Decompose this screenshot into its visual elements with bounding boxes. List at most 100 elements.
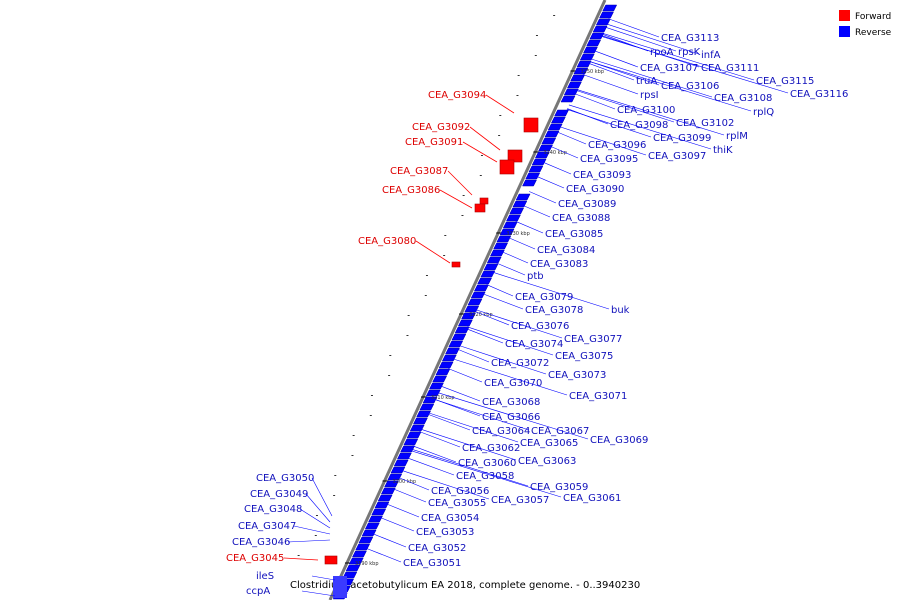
reverse-gene [461, 312, 476, 320]
strand-tick [388, 375, 391, 376]
reverse-gene [567, 81, 582, 89]
forward-gene [523, 117, 539, 133]
strand-tick [333, 495, 336, 496]
reverse-gene-label: CEA_G3057 [491, 495, 549, 506]
reverse-gene-label: CEA_G3072 [491, 358, 549, 369]
leader-line [492, 271, 610, 310]
reverse-gene [361, 529, 377, 537]
reverse-gene-label: CEA_G3064 [472, 426, 530, 437]
reverse-gene-label: CEA_G3078 [525, 305, 583, 316]
strand-tick [498, 135, 501, 136]
leader-line [433, 398, 530, 431]
reverse-gene [506, 214, 521, 222]
leader-line [412, 445, 457, 463]
reverse-gene-label: CEA_G3075 [555, 351, 613, 362]
leader-line [437, 392, 589, 440]
forward-gene [479, 197, 489, 205]
legend-forward-swatch [839, 10, 850, 21]
reverse-gene-label: CEA_G3049 [250, 489, 308, 500]
reverse-gene [470, 291, 486, 299]
reverse-gene [409, 424, 425, 432]
leader-line [600, 35, 789, 94]
reverse-gene-label: truA [636, 76, 657, 87]
leader-line [588, 60, 660, 86]
reverse-gene [496, 235, 512, 243]
leader-line [469, 126, 501, 151]
reverse-gene [358, 536, 374, 544]
leader-line [501, 251, 529, 264]
strand-tick [516, 95, 519, 96]
reverse-gene-label: CEA_G3113 [661, 33, 719, 44]
leader-line [575, 89, 675, 123]
forward-gene [474, 203, 486, 213]
reverse-gene-label: rpsI [640, 90, 659, 101]
reverse-gene [445, 347, 460, 355]
reverse-gene [406, 431, 422, 439]
reverse-gene [570, 74, 586, 82]
forward-gene-label: CEA_G3087 [390, 166, 448, 177]
reverse-gene [560, 95, 576, 103]
forward-gene-label: CEA_G3086 [382, 185, 440, 196]
reverse-gene [599, 11, 614, 19]
reverse-gene [515, 193, 531, 201]
reverse-gene-label: CEA_G3106 [661, 81, 719, 92]
reverse-gene-label: CEA_G3065 [520, 438, 578, 449]
reverse-gene-label: infA [701, 50, 721, 61]
reverse-gene-label: CEA_G3107 [640, 63, 698, 74]
strand-tick [389, 355, 392, 356]
legend-reverse-label: Reverse [855, 28, 892, 38]
leader-line [515, 221, 544, 234]
reverse-gene-label: CEA_G3070 [484, 378, 542, 389]
reverse-gene [435, 368, 451, 376]
strand-tick [370, 395, 373, 396]
reverse-gene-label: CEA_G3098 [610, 120, 668, 131]
forward-gene-label: CEA_G3091 [405, 137, 463, 148]
scale-label: 3210 kbp [431, 395, 455, 401]
reverse-gene-label: CEA_G3073 [548, 370, 606, 381]
leader-line [496, 262, 526, 276]
strand-tick [406, 335, 409, 336]
reverse-gene [534, 151, 550, 159]
reverse-gene [473, 284, 489, 292]
leader-line [448, 368, 483, 383]
leader-line [542, 161, 572, 175]
scale-label: 3220 kbp [469, 312, 493, 318]
forward-gene-label: CEA_G3094 [428, 90, 486, 101]
reverse-gene-label: rplM [726, 131, 748, 142]
reverse-gene [390, 466, 406, 474]
reverse-gene-label: CEA_G3089 [558, 199, 616, 210]
reverse-gene-label: thiK [713, 145, 733, 156]
reverse-gene-label: ccpA [246, 586, 270, 597]
leader-line [536, 175, 565, 189]
strand-tick [369, 415, 372, 416]
reverse-gene [531, 158, 547, 166]
reverse-gene-label: CEA_G3084 [537, 245, 595, 256]
forward-gene [507, 149, 523, 163]
reverse-gene-label: CEA_G3077 [564, 334, 622, 345]
scale-label: 3250 kbp [580, 69, 604, 75]
leader-line [604, 26, 677, 52]
reverse-gene [432, 375, 448, 383]
genome-caption: Clostridium acetobutylicum EA 2018, comp… [290, 580, 640, 591]
leader-line [385, 503, 420, 518]
reverse-gene [438, 361, 454, 369]
reverse-gene [377, 494, 393, 502]
reverse-gene [451, 333, 467, 341]
reverse-gene [499, 228, 515, 236]
strand-tick [535, 35, 538, 36]
reverse-gene-label: CEA_G3054 [421, 513, 479, 524]
reverse-gene-label: CEA_G3068 [482, 397, 540, 408]
scale-label: 3230 kbp [506, 231, 530, 237]
leader-line [593, 50, 639, 68]
scale-label: 3200 kbp [393, 479, 417, 485]
leader-line [427, 413, 471, 431]
reverse-gene [554, 109, 569, 117]
reverse-gene-label: CEA_G3061 [563, 493, 621, 504]
strand-tick [461, 215, 464, 216]
reverse-gene [592, 25, 608, 33]
strand-tick [499, 115, 502, 116]
reverse-gene [486, 256, 502, 264]
forward-gene-label: CEA_G3045 [226, 553, 284, 564]
strand-tick [351, 455, 354, 456]
reverse-gene-label: CEA_G3055 [428, 498, 486, 509]
